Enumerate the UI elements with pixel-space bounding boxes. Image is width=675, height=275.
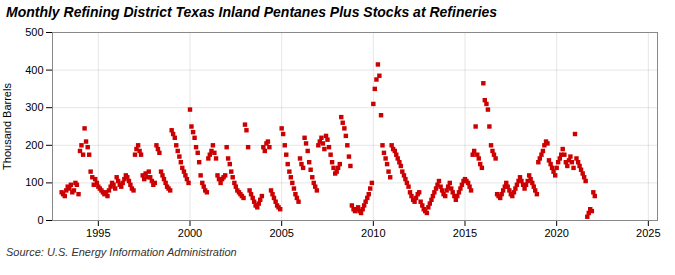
svg-text:2020: 2020	[544, 227, 568, 239]
html-text:Monthly Refining District Texa: Monthly Refining District Texas Inland P…	[6, 4, 498, 20]
svg-text:1995: 1995	[86, 227, 110, 239]
svg-text:200: 200	[25, 139, 43, 151]
svg-text:Thousand Barrels: Thousand Barrels	[1, 83, 13, 170]
svg-text:2010: 2010	[361, 227, 385, 239]
svg-text:2025: 2025	[636, 227, 660, 239]
html-text:Source: U.S. Energy Informatio: Source: U.S. Energy Information Administ…	[6, 246, 237, 258]
svg-text:300: 300	[25, 101, 43, 113]
svg-text:500: 500	[25, 26, 43, 38]
svg-text:2015: 2015	[453, 227, 477, 239]
svg-text:2005: 2005	[269, 227, 293, 239]
svg-text:100: 100	[25, 176, 43, 188]
svg-text:0: 0	[37, 214, 43, 226]
svg-text:2000: 2000	[178, 227, 202, 239]
svg-text:400: 400	[25, 64, 43, 76]
